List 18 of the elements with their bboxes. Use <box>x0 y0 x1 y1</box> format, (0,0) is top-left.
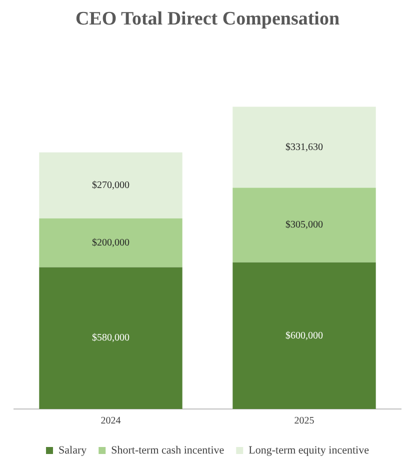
legend-label: Long-term equity incentive <box>248 444 370 456</box>
bar <box>39 218 182 268</box>
x-tick-label: 2025 <box>294 416 314 427</box>
bar <box>232 188 376 262</box>
bar <box>39 267 182 409</box>
data-label: $331,630 <box>286 142 323 153</box>
bar <box>232 106 376 188</box>
legend-label: Short-term cash incentive <box>111 444 224 456</box>
chart-title: CEO Total Direct Compensation <box>75 8 340 30</box>
x-tick-label: 2024 <box>100 416 121 427</box>
data-label: $270,000 <box>92 180 130 191</box>
bar <box>232 262 376 409</box>
data-label: $600,000 <box>286 330 323 342</box>
legend-label: Salary <box>58 444 88 456</box>
data-label: $580,000 <box>92 332 130 344</box>
data-label: $305,000 <box>286 220 323 231</box>
bar <box>39 152 182 218</box>
data-label: $200,000 <box>92 237 130 248</box>
